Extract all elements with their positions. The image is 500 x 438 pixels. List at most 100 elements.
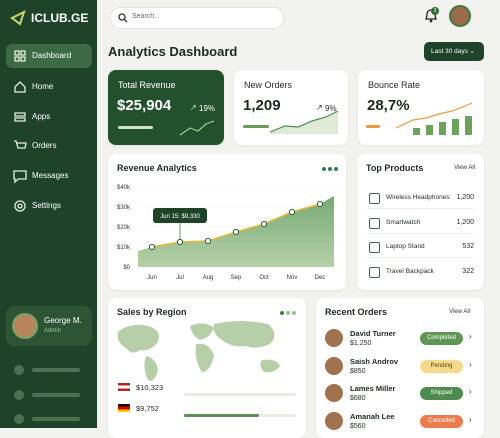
order-status: Pending — [420, 359, 463, 373]
placeholder — [14, 414, 24, 424]
product-value: 532 — [462, 243, 474, 250]
region-bar-fill — [184, 414, 259, 417]
order-amount: $560 — [350, 422, 366, 430]
nav-item[interactable]: Orders — [32, 141, 57, 150]
orders-card: Recent Orders View All David Turner $1,25… — [316, 298, 484, 438]
region-bar — [184, 393, 296, 396]
card-title: Revenue Analytics — [117, 163, 197, 173]
order-name: David Turner — [350, 329, 396, 338]
icon-shape — [14, 140, 27, 149]
user-name: George M. — [44, 316, 82, 325]
placeholder — [32, 393, 80, 397]
chevron[interactable]: › — [469, 414, 472, 424]
icon-shape — [14, 112, 26, 122]
region-value: $10,323 — [136, 383, 164, 392]
card-title: Top Products — [366, 163, 424, 173]
chevron[interactable]: › — [469, 359, 472, 369]
product-icon — [369, 266, 380, 278]
order-status: Shipped — [420, 387, 463, 400]
logo-icon — [10, 10, 26, 26]
product-name: Wireless Headphones — [386, 194, 450, 201]
kpi-arrow: ↗ — [316, 103, 323, 112]
search-box[interactable]: Search... — [110, 7, 284, 29]
region-card: Sales by Region $10,323 $9,752 — [108, 298, 306, 438]
chevron[interactable]: › — [469, 387, 472, 396]
nav-icon — [14, 200, 26, 212]
nav-item[interactable]: Home — [32, 82, 54, 91]
placeholder — [14, 365, 24, 375]
nav-active — [6, 44, 92, 68]
placeholder — [32, 417, 80, 421]
kpi-label: Total Revenue — [118, 80, 176, 90]
placeholder — [14, 390, 24, 400]
icon-shape — [14, 50, 26, 62]
order-amount: $1,250 — [350, 340, 372, 347]
divider — [367, 232, 474, 234]
kpi-arrow: ↗ — [190, 103, 197, 112]
order-name: Saish Androv — [350, 356, 399, 366]
user-card[interactable]: George M. Admin — [6, 306, 92, 346]
product-icon — [369, 193, 380, 204]
kpi-value: 28,7% — [367, 97, 410, 114]
nav-icon — [14, 112, 26, 122]
page-title: Analytics Dashboard — [108, 44, 238, 59]
order-name: Lames Miller — [350, 384, 396, 393]
flag — [118, 383, 130, 391]
nav-icon — [13, 170, 27, 184]
avatar[interactable] — [449, 5, 471, 27]
kpi-label: Bounce Rate — [368, 80, 421, 90]
order-amount: $680 — [350, 395, 366, 402]
order-avatar — [325, 384, 343, 402]
chevron[interactable]: › — [469, 332, 472, 341]
nav-icon — [14, 50, 26, 62]
kpi-value: $25,904 — [117, 97, 172, 114]
order-avatar — [325, 329, 343, 347]
search-placeholder: Search... — [132, 13, 161, 20]
flag — [118, 404, 130, 412]
kpi-change: 9% — [325, 104, 337, 113]
nav-icon — [14, 140, 27, 149]
nav-item[interactable]: Dashboard — [32, 51, 72, 60]
sidebar: ICLUB.GE George M. Admin Dashboard Home Ap… — [0, 0, 97, 428]
product-value: 1,200 — [456, 194, 474, 201]
nav-icon — [14, 81, 26, 93]
nav-item[interactable]: Settings — [32, 201, 61, 210]
range-label: Last 30 days — [431, 48, 468, 55]
divider — [367, 257, 474, 258]
card-title: Recent Orders — [325, 307, 388, 317]
revenue-card: Revenue Analytics — [108, 154, 346, 290]
user-avatar — [12, 313, 38, 339]
notification-badge: 3 — [431, 7, 439, 15]
kpi-label: New Orders — [244, 80, 293, 90]
nav-item[interactable]: Apps — [32, 112, 51, 121]
kpi-value: 1,209 — [243, 97, 281, 114]
brand: ICLUB.GE — [31, 11, 89, 25]
order-avatar — [325, 411, 343, 430]
view-all[interactable]: View All — [449, 309, 470, 315]
product-name: Travel Backpack — [386, 267, 434, 275]
kpi-card: Bounce Rate 28,7% — [358, 70, 484, 145]
search-icon — [118, 13, 128, 23]
order-amount: $850 — [350, 367, 366, 375]
user-role: Admin — [44, 328, 62, 334]
order-avatar — [325, 356, 343, 375]
order-status: Cancelled — [420, 414, 463, 428]
product-value: 322 — [462, 267, 474, 275]
order-name: Amanah Lee — [350, 411, 395, 421]
page: ICLUB.GE George M. Admin Dashboard Home Ap… — [0, 0, 484, 438]
order-status: Completed — [420, 332, 463, 345]
nav-item[interactable]: Messages — [32, 171, 69, 180]
product-name: Laptop Stand — [386, 243, 425, 250]
kpi-card: Total Revenue $25,904 ↗ 19% — [108, 70, 224, 145]
product-value: 1,200 — [456, 218, 474, 226]
products-card: Top Products View All Wireless Headphone… — [357, 154, 484, 290]
view-all[interactable]: View All — [454, 165, 475, 171]
card-title: Sales by Region — [117, 307, 187, 317]
range-button[interactable]: Last 30 days ⌄ — [424, 42, 484, 61]
kpi-card: New Orders 1,209 ↗ 9% — [234, 70, 348, 145]
product-icon — [369, 242, 380, 253]
divider — [367, 208, 474, 209]
icon-shape — [14, 200, 26, 212]
product-icon — [369, 217, 380, 229]
icon-shape — [14, 81, 26, 93]
